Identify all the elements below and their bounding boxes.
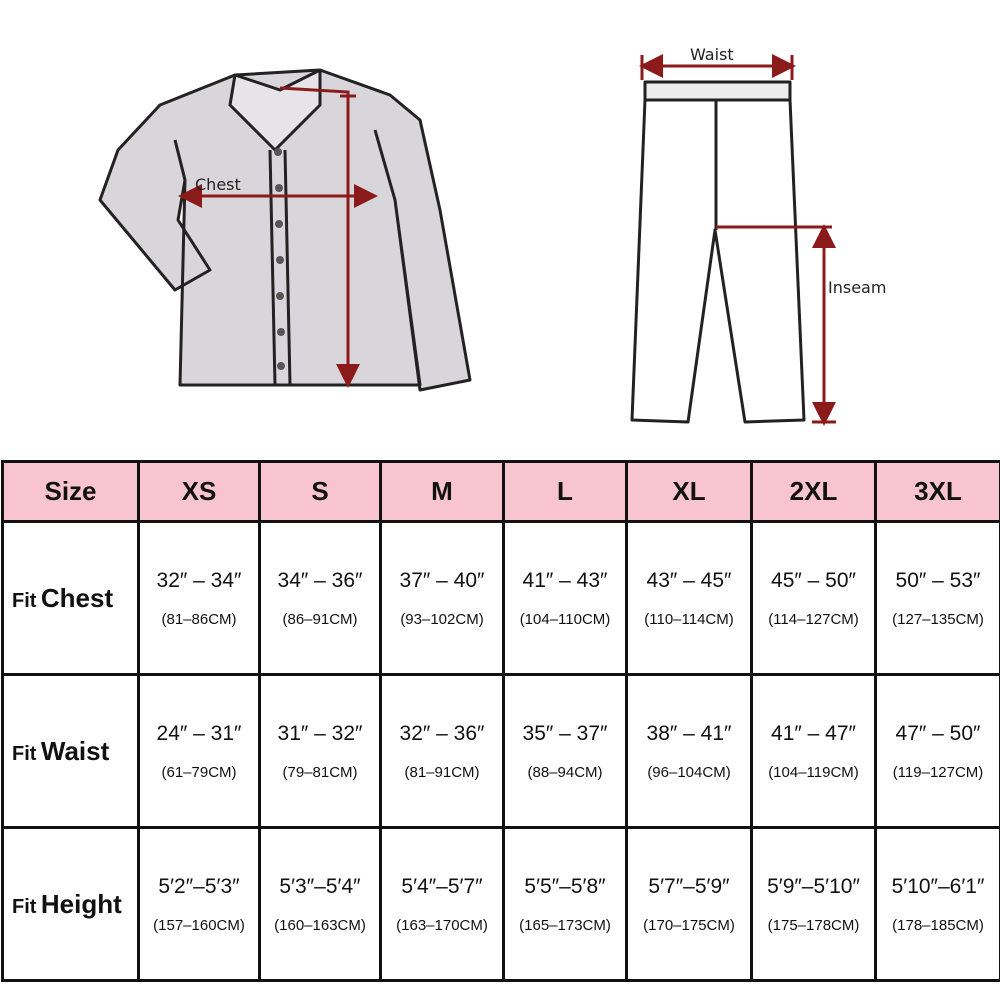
length-arrow bbox=[279, 86, 360, 388]
row-label-name: Chest bbox=[40, 582, 114, 613]
cm-range: (119–127CM) bbox=[892, 763, 984, 781]
cm-range: (81–86CM) bbox=[161, 610, 237, 628]
size-cell: 43″ – 45″ (110–114CM) bbox=[625, 520, 753, 676]
row-label: Fit Chest bbox=[1, 520, 140, 676]
cm-range: (170–175CM) bbox=[643, 916, 735, 934]
size-cell: 34″ – 36″ (86–91CM) bbox=[258, 520, 382, 676]
cm-range: (163–170CM) bbox=[396, 916, 488, 934]
inch-range: 47″ – 50″ bbox=[895, 721, 981, 745]
cm-range: (110–114CM) bbox=[644, 610, 734, 628]
inch-range: 37″ – 40″ bbox=[399, 568, 485, 592]
inch-range: 38″ – 41″ bbox=[646, 721, 732, 745]
shirt-illustration bbox=[98, 68, 472, 392]
size-cell: 5′7″–5′9″ (170–175CM) bbox=[625, 826, 753, 982]
cm-range: (157–160CM) bbox=[153, 916, 245, 934]
size-cell: 38″ – 41″ (96–104CM) bbox=[625, 673, 753, 829]
cm-range: (88–94CM) bbox=[527, 763, 603, 781]
size-cell: 5′3″–5′4″ (160–163CM) bbox=[258, 826, 382, 982]
inch-range: 41″ – 43″ bbox=[522, 568, 608, 592]
size-cell: 32″ – 36″ (81–91CM) bbox=[379, 673, 505, 829]
size-cell: 5′4″–5′7″ (163–170CM) bbox=[379, 826, 505, 982]
cm-range: (127–135CM) bbox=[892, 610, 984, 628]
size-cell: 5′2″–5′3″ (157–160CM) bbox=[137, 826, 261, 982]
cm-range: (165–173CM) bbox=[519, 916, 611, 934]
inch-range: 43″ – 45″ bbox=[646, 568, 732, 592]
header-size: Size bbox=[1, 460, 140, 523]
row-label-prefix: Fit bbox=[12, 742, 37, 765]
inch-range: 45″ – 50″ bbox=[771, 568, 856, 592]
header-size-3xl: 3XL bbox=[874, 460, 1000, 523]
waist-label: Waist bbox=[690, 45, 734, 64]
cm-range: (104–110CM) bbox=[519, 610, 611, 628]
size-cell: 5′10″–6′1″ (178–185CM) bbox=[874, 826, 1000, 982]
size-cell: 41″ – 43″ (104–110CM) bbox=[502, 520, 628, 676]
inch-range: 5′5″–5′8″ bbox=[524, 874, 606, 898]
header-size-xs: XS bbox=[137, 460, 261, 523]
cm-range: (160–163CM) bbox=[274, 916, 366, 934]
inch-range: 41″ – 47″ bbox=[771, 721, 856, 745]
inch-range: 31″ – 32″ bbox=[277, 721, 363, 745]
size-chart-table: Size XS S M L XL 2XL 3XL Fit Chest 32″ – 34″ (81–… bbox=[1, 460, 1000, 982]
inch-range: 32″ – 36″ bbox=[399, 721, 485, 745]
inch-range: 5′9″–5′10″ bbox=[767, 874, 860, 898]
inch-range: 35″ – 37″ bbox=[522, 721, 608, 745]
cm-range: (114–127CM) bbox=[768, 610, 859, 628]
size-cell: 5′9″–5′10″ (175–178CM) bbox=[750, 826, 877, 982]
size-cell: 35″ – 37″ (88–94CM) bbox=[502, 673, 628, 829]
cm-range: (96–104CM) bbox=[647, 763, 731, 781]
inseam-label: Inseam bbox=[828, 278, 886, 297]
header-size-m: M bbox=[379, 460, 505, 523]
chest-label: Chest bbox=[195, 175, 241, 194]
cm-range: (61–79CM) bbox=[161, 763, 237, 781]
garment-measurement-diagram: Chest Waist Inseam bbox=[98, 45, 886, 426]
row-label: Fit Height bbox=[1, 826, 140, 982]
cm-range: (86–91CM) bbox=[282, 610, 358, 628]
cm-range: (104–119CM) bbox=[768, 763, 859, 781]
size-cell: 5′5″–5′8″ (165–173CM) bbox=[502, 826, 628, 982]
size-cell: 41″ – 47″ (104–119CM) bbox=[750, 673, 877, 829]
inch-range: 24″ – 31″ bbox=[156, 721, 242, 745]
row-label-name: Height bbox=[40, 888, 122, 919]
pants-illustration bbox=[630, 80, 806, 424]
header-size-l: L bbox=[502, 460, 628, 523]
size-cell: 31″ – 32″ (79–81CM) bbox=[258, 673, 382, 829]
row-label-name: Waist bbox=[40, 735, 110, 766]
size-cell: 50″ – 53″ (127–135CM) bbox=[874, 520, 1000, 676]
cm-range: (81–91CM) bbox=[404, 763, 480, 781]
inch-range: 5′7″–5′9″ bbox=[648, 874, 730, 898]
row-label: Fit Waist bbox=[1, 673, 140, 829]
cm-range: (178–185CM) bbox=[892, 916, 984, 934]
size-cell: 47″ – 50″ (119–127CM) bbox=[874, 673, 1000, 829]
row-label-prefix: Fit bbox=[12, 589, 37, 612]
size-cell: 24″ – 31″ (61–79CM) bbox=[137, 673, 261, 829]
header-size-2xl: 2XL bbox=[750, 460, 877, 523]
inch-range: 32″ – 34″ bbox=[156, 568, 242, 592]
inch-range: 5′10″–6′1″ bbox=[891, 874, 985, 898]
inch-range: 5′2″–5′3″ bbox=[158, 874, 240, 898]
size-cell: 45″ – 50″ (114–127CM) bbox=[750, 520, 877, 676]
inch-range: 50″ – 53″ bbox=[895, 568, 981, 592]
row-waist: Fit Waist 24″ – 31″ (61–79CM) 31″ – 32″ (79–… bbox=[1, 673, 1000, 829]
cm-range: (79–81CM) bbox=[282, 763, 358, 781]
header-row: Size XS S M L XL 2XL 3XL bbox=[1, 460, 1000, 523]
header-size-xl: XL bbox=[625, 460, 753, 523]
header-size-s: S bbox=[258, 460, 382, 523]
inch-range: 5′3″–5′4″ bbox=[279, 874, 361, 898]
size-cell: 37″ – 40″ (93–102CM) bbox=[379, 520, 505, 676]
cm-range: (175–178CM) bbox=[767, 916, 860, 934]
size-cell: 32″ – 34″ (81–86CM) bbox=[137, 520, 261, 676]
cm-range: (93–102CM) bbox=[400, 610, 484, 628]
row-label-prefix: Fit bbox=[12, 895, 37, 918]
shirt-buttons bbox=[274, 148, 285, 370]
row-height: Fit Height 5′2″–5′3″ (157–160CM) 5′3″–5′4″ (… bbox=[1, 826, 1000, 982]
inch-range: 34″ – 36″ bbox=[277, 568, 363, 592]
row-chest: Fit Chest 32″ – 34″ (81–86CM) 34″ – 36″ (86–… bbox=[1, 520, 1000, 676]
inch-range: 5′4″–5′7″ bbox=[401, 874, 483, 898]
